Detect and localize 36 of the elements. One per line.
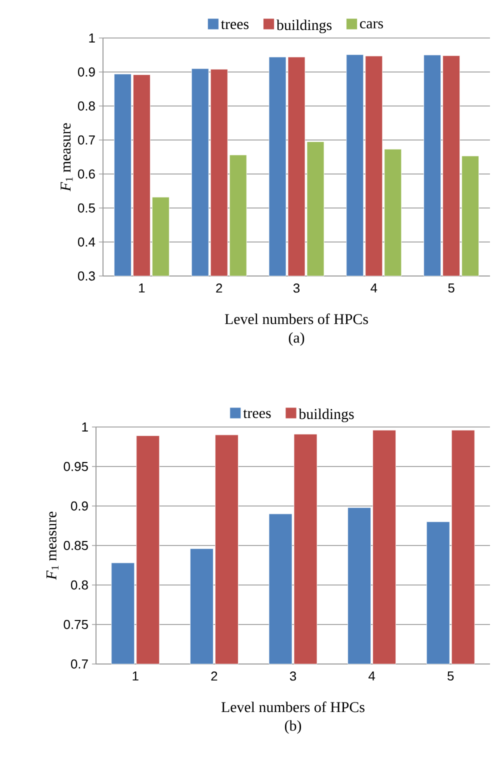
x-tick-label: 4 (368, 672, 376, 680)
x-tick-label: 2 (211, 672, 218, 681)
legend-label: buildings (276, 20, 332, 34)
x-tick-label: 1 (132, 672, 138, 680)
legend-label: buildings (298, 408, 354, 422)
y-tick-label: 0.9 (78, 67, 95, 77)
x-tick-label: 3 (290, 672, 296, 681)
y-tick-label: 0.5 (78, 203, 95, 213)
x-tick-label: 1 (139, 284, 145, 292)
x-axis-title: Level numbers of HPCs (221, 702, 364, 712)
x-tick-label: 3 (293, 284, 300, 293)
legend-label: cars (360, 21, 383, 28)
y-tick-label: 0.7 (70, 659, 88, 669)
y-tick-label: 1 (82, 422, 88, 432)
y-tick-label: 0.95 (64, 462, 88, 472)
x-tick-label: 2 (216, 284, 222, 293)
y-tick-label: 0.6 (78, 169, 95, 179)
y-tick-label: 0.8 (70, 580, 88, 590)
legend-label: trees (243, 410, 271, 418)
y-tick-label: 0.8 (78, 101, 95, 111)
y-tick-label: 0.4 (78, 237, 96, 247)
y-tick-label: 0.85 (64, 540, 88, 550)
x-tick-label: 5 (448, 284, 454, 293)
y-tick-label: 0.9 (70, 501, 88, 511)
y-tick-label: 0.3 (78, 271, 95, 281)
text: (a) (288, 332, 304, 346)
y-tick-label: 0.7 (78, 135, 95, 145)
text: (b) (284, 720, 302, 734)
y-axis-title: F$_{1}$ measure (60, 123, 73, 192)
x-tick-label: 4 (370, 284, 378, 292)
x-axis-title: Level numbers of HPCs (224, 314, 368, 324)
y-tick-label: 1 (89, 34, 95, 42)
y-tick-label: 0.75 (64, 620, 88, 630)
y-axis-title: F$_{1}$ measure (46, 512, 58, 580)
legend-label: trees (221, 20, 249, 30)
x-tick-label: 5 (448, 672, 454, 681)
